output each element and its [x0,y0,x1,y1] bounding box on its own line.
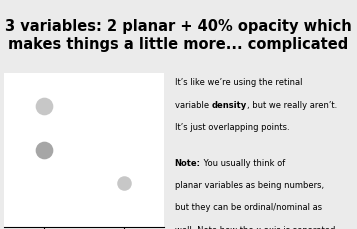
Text: , but we really aren’t.: , but we really aren’t. [247,100,337,109]
Text: It’s just overlapping points.: It’s just overlapping points. [175,123,289,131]
Text: 3 variables: 2 planar + 40% opacity which
makes things a little more... complica: 3 variables: 2 planar + 40% opacity whic… [5,19,352,52]
Text: well. Note how the x axis is separated: well. Note how the x axis is separated [175,225,335,229]
Y-axis label: Ducks: Ducks [0,135,1,165]
Text: variable: variable [175,100,211,109]
Text: but they can be ordinal/nominal as: but they can be ordinal/nominal as [175,202,322,211]
Text: density: density [211,100,247,109]
Point [41,105,46,109]
Text: It’s like we’re using the retinal: It’s like we’re using the retinal [175,78,302,87]
Text: Note:: Note: [175,158,201,167]
Text: planar variables as being numbers,: planar variables as being numbers, [175,180,324,189]
Point [121,181,127,185]
Point [41,149,46,153]
Text: You usually think of: You usually think of [201,158,285,167]
